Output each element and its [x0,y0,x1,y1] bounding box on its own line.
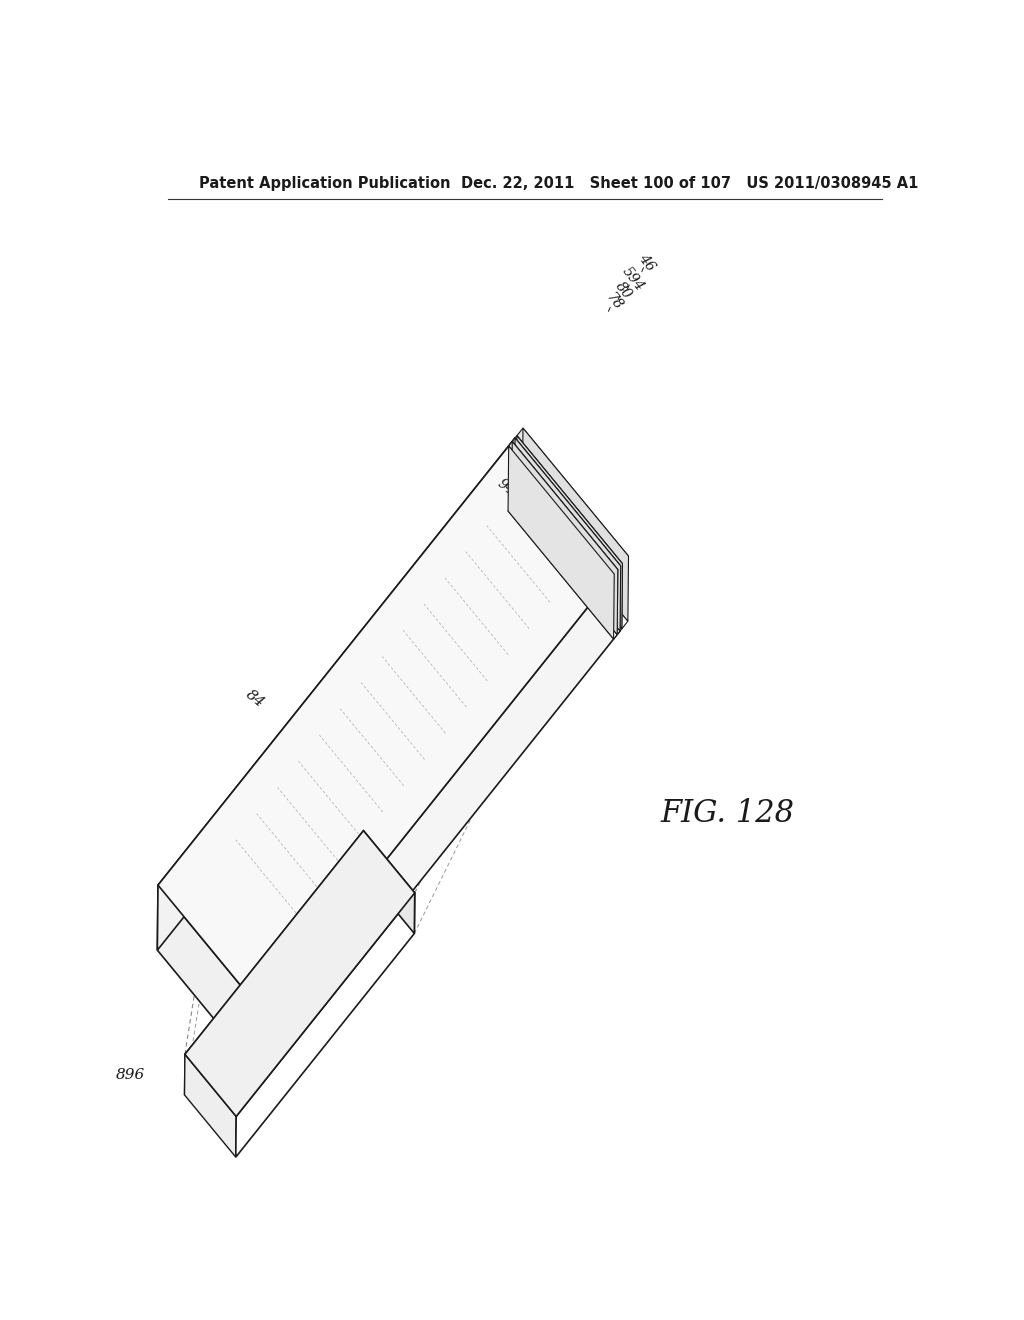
Polygon shape [512,503,620,635]
Polygon shape [236,892,415,1158]
Polygon shape [514,438,621,631]
Polygon shape [522,428,629,622]
Polygon shape [508,507,617,639]
Polygon shape [514,500,622,631]
Polygon shape [516,436,623,628]
Text: 78: 78 [603,290,625,313]
Polygon shape [508,446,614,639]
Polygon shape [509,441,617,574]
Text: 84: 84 [243,688,267,710]
Text: 46: 46 [636,251,658,273]
Polygon shape [158,438,621,1014]
Polygon shape [158,438,515,950]
Polygon shape [158,886,263,1078]
Polygon shape [514,438,621,631]
Polygon shape [184,1055,237,1158]
Text: 94: 94 [496,477,518,499]
Text: 80: 80 [612,280,634,302]
Polygon shape [517,428,629,564]
Text: FIG. 128: FIG. 128 [660,799,795,829]
Polygon shape [263,566,621,1078]
Polygon shape [515,436,623,566]
Polygon shape [185,830,415,1117]
Polygon shape [184,830,364,1094]
Polygon shape [512,441,617,635]
Text: 896: 896 [116,1068,144,1082]
Polygon shape [516,436,623,628]
Polygon shape [514,438,621,631]
Polygon shape [516,494,628,628]
Polygon shape [512,438,621,569]
Text: Dec. 22, 2011   Sheet 100 of 107   US 2011/0308945 A1: Dec. 22, 2011 Sheet 100 of 107 US 2011/0… [461,177,919,191]
Polygon shape [512,441,617,635]
Polygon shape [364,830,415,933]
Text: 594: 594 [620,264,646,294]
Text: Patent Application Publication: Patent Application Publication [200,177,451,191]
